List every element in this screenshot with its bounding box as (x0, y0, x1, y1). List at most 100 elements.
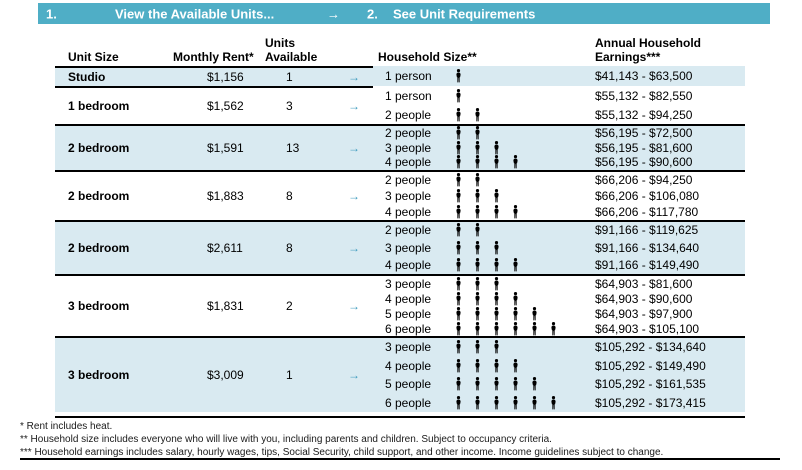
unit-group-left: 2 bedroom $1,883 8 → (55, 169, 373, 220)
person-icon (475, 291, 480, 305)
unit-size-value: 2 bedroom (68, 188, 130, 203)
person-icon (456, 204, 461, 218)
unit-group-left: 3 bedroom $3,009 1 → (55, 336, 373, 412)
person-icons (455, 204, 519, 219)
person-icon (494, 276, 499, 290)
col-header-unit-size: Unit Size (68, 50, 119, 64)
household-size-value: 4 people (385, 204, 432, 219)
person-icon (456, 276, 461, 290)
household-size-value: 6 people (385, 395, 432, 410)
person-icon (513, 358, 518, 373)
right-arrow-icon: → (327, 6, 340, 21)
col-header-household-size: Household Size** (378, 50, 477, 64)
household-size-value: 3 people (385, 276, 432, 291)
person-icon (456, 155, 461, 169)
person-icon (494, 321, 499, 335)
household-row: 4 people $56,195 - $90,600 (373, 155, 745, 170)
person-icon (494, 377, 499, 391)
units-available-value: 2 (286, 299, 293, 313)
unit-group-row: 1 bedroom $1,562 3 → 1 person $55,132 - … (55, 86, 745, 124)
units-available-value: 13 (286, 140, 300, 155)
unit-group-row: Studio $1,156 1 → 1 person $41,143 - $63… (55, 66, 745, 86)
household-size-value: 2 people (385, 223, 432, 238)
household-row: 3 people $64,903 - $81,600 (373, 276, 745, 291)
unit-group-row: 2 bedroom $1,591 13 → 2 people $56,195 -… (55, 124, 745, 170)
household-row: 4 people $91,166 - $149,490 (373, 257, 745, 275)
row-arrow-icon: → (348, 140, 360, 155)
household-size-value: 4 people (385, 155, 432, 170)
household-size-value: 5 people (385, 306, 432, 321)
household-size-value: 4 people (385, 258, 432, 273)
person-icon (456, 88, 461, 102)
household-row: 1 person $55,132 - $82,550 (373, 86, 745, 105)
unit-size-value: 3 bedroom (68, 299, 130, 313)
person-icon (494, 291, 499, 305)
person-icon (475, 340, 480, 354)
bottom-rule (20, 458, 780, 460)
household-size-value: 6 people (385, 321, 432, 336)
footnote-household-size: ** Household size includes everyone who … (20, 434, 552, 445)
person-icon (456, 340, 461, 354)
units-table: Studio $1,156 1 → 1 person $41,143 - $63… (55, 66, 745, 412)
person-icons (455, 377, 538, 391)
footnote-household-earnings: *** Household earnings includes salary, … (20, 447, 664, 458)
person-icon (494, 395, 499, 410)
person-icon (475, 204, 480, 218)
person-icons (455, 240, 500, 255)
person-icon (494, 188, 499, 202)
household-size-value: 5 people (385, 377, 432, 392)
monthly-rent-value: $1,883 (207, 188, 244, 203)
row-arrow-icon: → (348, 240, 360, 255)
household-row: 2 people $91,166 - $119,625 (373, 222, 745, 240)
person-icon (532, 321, 537, 335)
person-icon (456, 358, 461, 373)
col-header-monthly-rent: Monthly Rent* (173, 50, 254, 64)
person-icon (475, 395, 480, 410)
household-size-value: 1 person (385, 69, 432, 83)
earnings-range-value: $66,206 - $117,780 (595, 204, 699, 219)
household-size-value: 2 people (385, 107, 432, 122)
person-icon (456, 140, 461, 155)
household-row: 2 people $56,195 - $72,500 (373, 126, 745, 141)
person-icons (455, 276, 500, 291)
earnings-range-value: $91,166 - $134,640 (595, 240, 700, 255)
units-available-value: 8 (286, 188, 293, 203)
unit-group-right: 2 people $91,166 - $119,625 3 people $91… (373, 219, 745, 275)
earnings-range-value: $64,903 - $97,900 (595, 306, 693, 321)
person-icon (551, 395, 556, 410)
person-icon (494, 340, 499, 354)
earnings-range-value: $91,166 - $149,490 (595, 258, 700, 273)
person-icon (475, 223, 480, 237)
earnings-range-value: $41,143 - $63,500 (595, 69, 693, 83)
household-row: 3 people $91,166 - $134,640 (373, 239, 745, 257)
unit-group-left: 3 bedroom $1,831 2 → (55, 274, 373, 336)
unit-group-left: 1 bedroom $1,562 3 → (55, 86, 373, 124)
person-icon (475, 188, 480, 202)
person-icon (475, 306, 480, 320)
person-icon (494, 140, 499, 155)
person-icon (513, 395, 518, 410)
person-icon (513, 258, 518, 272)
person-icons (455, 258, 519, 272)
unit-group-right: 3 people $105,292 - $134,640 4 people $1… (373, 336, 745, 412)
person-icons (455, 223, 481, 237)
person-icon (532, 306, 537, 320)
household-row: 5 people $64,903 - $97,900 (373, 306, 745, 321)
person-icon (494, 204, 499, 218)
person-icons (455, 291, 519, 306)
person-icon (475, 107, 480, 121)
person-icon (456, 223, 461, 237)
person-icon (513, 377, 518, 391)
person-icon (494, 155, 499, 169)
person-icon (456, 258, 461, 272)
person-icon (494, 358, 499, 373)
earnings-range-value: $56,195 - $90,600 (595, 155, 693, 170)
person-icons (455, 126, 481, 140)
person-icon (456, 395, 461, 410)
household-row: 2 people $55,132 - $94,250 (373, 105, 745, 124)
person-icon (475, 258, 480, 272)
earnings-range-value: $105,292 - $149,490 (595, 358, 706, 373)
person-icon (475, 276, 480, 290)
household-size-value: 3 people (385, 240, 432, 255)
earnings-range-value: $66,206 - $106,080 (595, 188, 700, 203)
